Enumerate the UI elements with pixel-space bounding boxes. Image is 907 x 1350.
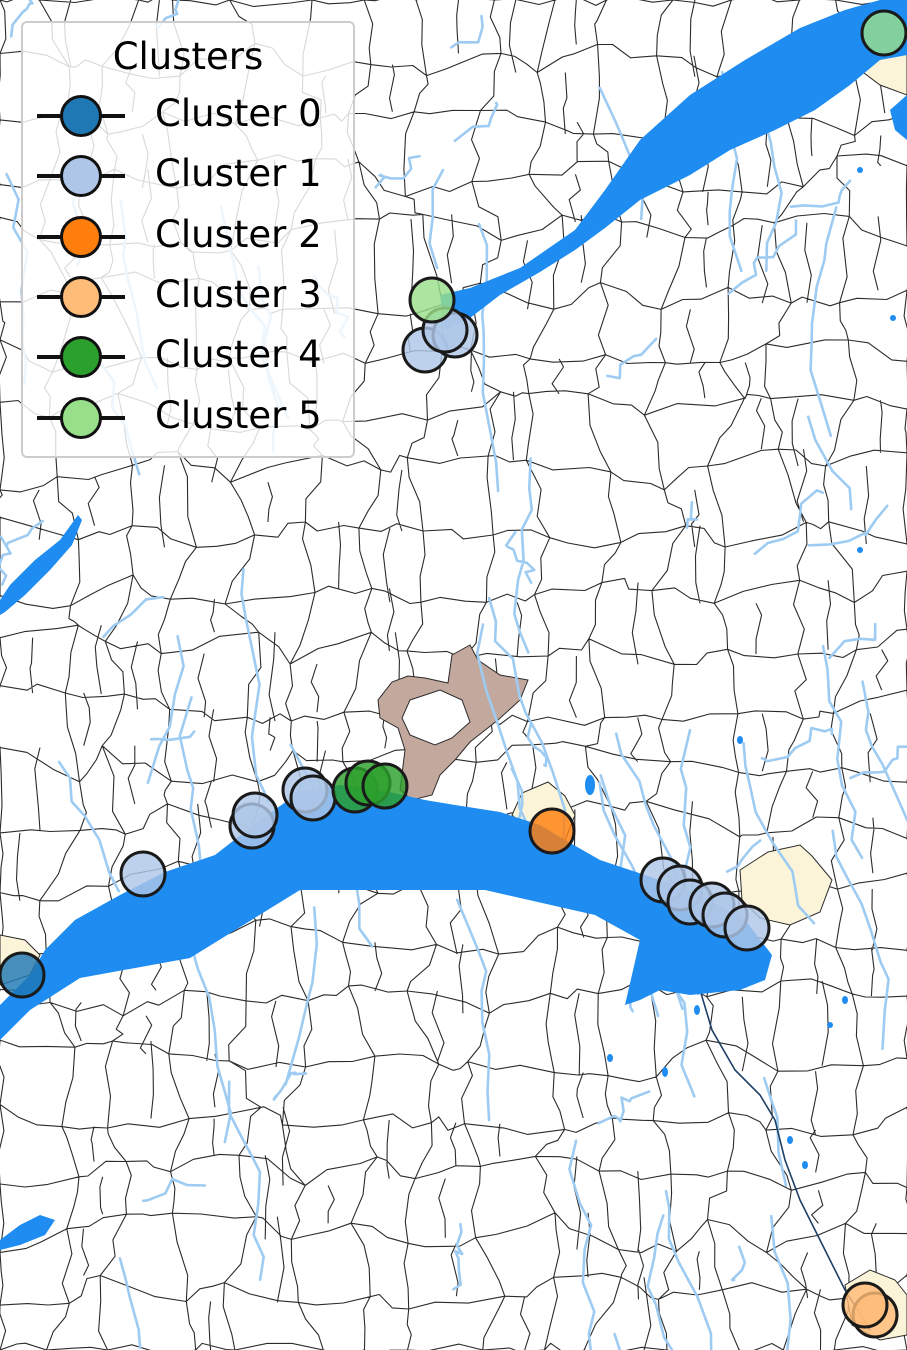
legend-label: Cluster 2 bbox=[155, 213, 322, 256]
lake-geneva bbox=[0, 785, 772, 1040]
legend-marker bbox=[60, 336, 102, 378]
pond bbox=[607, 1054, 613, 1062]
rhone-river bbox=[699, 989, 871, 1331]
legend-item-cluster-4: Cluster 4 bbox=[35, 329, 353, 389]
legend-label: Cluster 1 bbox=[155, 152, 322, 195]
marker-cluster-1 bbox=[231, 791, 279, 839]
legend-item-cluster-5: Cluster 5 bbox=[35, 390, 353, 450]
lake-southwest-fragment bbox=[0, 1215, 55, 1250]
lake-joux bbox=[0, 515, 82, 615]
marker-cluster-5 bbox=[860, 9, 907, 57]
marker-cluster-2 bbox=[528, 807, 576, 855]
pond bbox=[857, 547, 863, 553]
ponds bbox=[585, 167, 896, 1169]
pond bbox=[662, 1067, 668, 1077]
legend-marker bbox=[60, 155, 102, 197]
marker-cluster-4 bbox=[361, 762, 409, 810]
pond bbox=[842, 996, 848, 1004]
legend-label: Cluster 5 bbox=[155, 394, 322, 437]
pond bbox=[737, 736, 743, 744]
lakes bbox=[0, 0, 907, 1250]
pond bbox=[802, 1161, 808, 1169]
legend-item-cluster-2: Cluster 2 bbox=[35, 209, 353, 269]
legend-item-cluster-3: Cluster 3 bbox=[35, 269, 353, 329]
pond bbox=[787, 1136, 793, 1144]
municipality-enclave bbox=[401, 689, 471, 746]
legend-label: Cluster 0 bbox=[155, 92, 322, 135]
marker-cluster-3 bbox=[841, 1281, 889, 1329]
pond bbox=[585, 775, 595, 795]
cluster-markers bbox=[0, 9, 907, 1339]
legend-marker bbox=[60, 397, 102, 439]
legend-marker bbox=[60, 95, 102, 137]
lake-neuchatel bbox=[440, 0, 907, 330]
legend-label: Cluster 3 bbox=[155, 273, 322, 316]
legend-title: Clusters bbox=[112, 35, 264, 78]
marker-cluster-1 bbox=[723, 904, 771, 952]
pond bbox=[827, 1022, 833, 1028]
legend-item-cluster-0: Cluster 0 bbox=[35, 88, 353, 148]
pond bbox=[694, 1005, 700, 1015]
legend-marker bbox=[60, 276, 102, 318]
legend-marker bbox=[60, 216, 102, 258]
lake-neuchatel-east-fringe bbox=[890, 95, 907, 140]
marker-cluster-0 bbox=[0, 951, 46, 999]
legend-item-cluster-1: Cluster 1 bbox=[35, 148, 353, 208]
marker-cluster-1 bbox=[289, 774, 337, 822]
pond bbox=[890, 315, 896, 321]
pond bbox=[857, 167, 863, 173]
marker-cluster-5 bbox=[408, 276, 456, 324]
legend-label: Cluster 4 bbox=[155, 333, 322, 376]
marker-cluster-1 bbox=[119, 850, 167, 898]
legend: Clusters Cluster 0 Cluster 1 Cluster 2 C… bbox=[21, 21, 355, 458]
